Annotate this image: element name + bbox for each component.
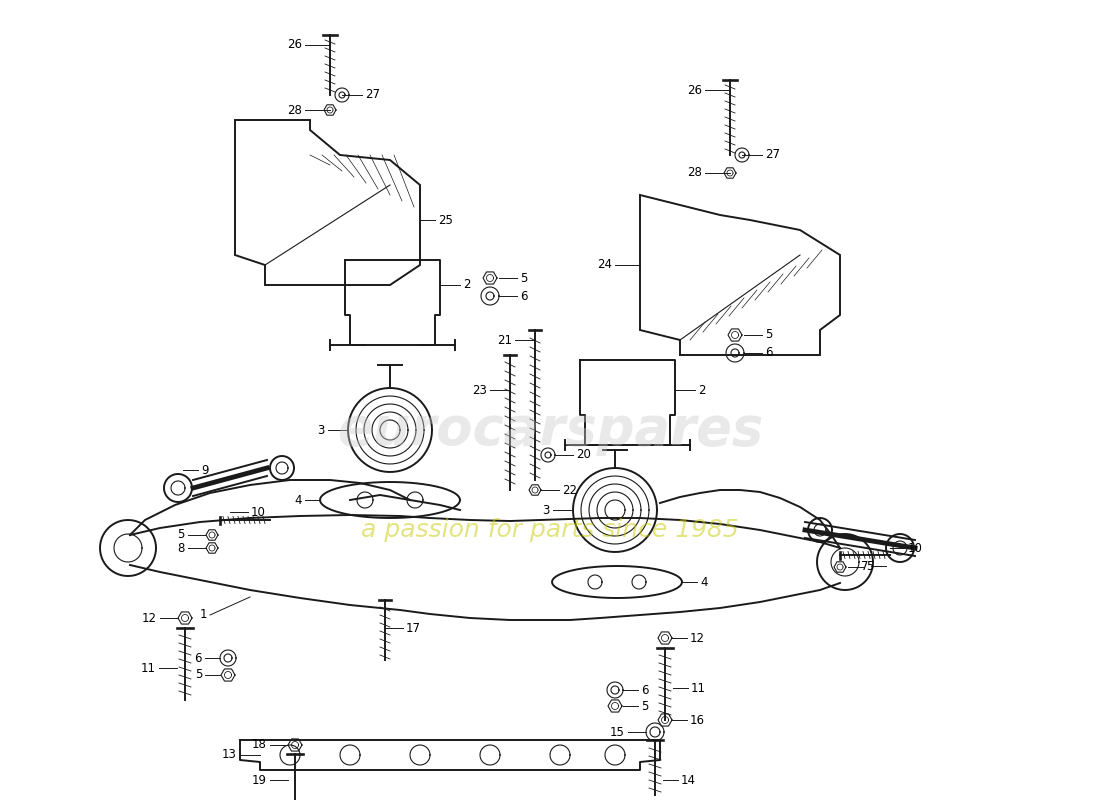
Text: 6: 6	[764, 346, 772, 359]
Text: 6: 6	[520, 290, 528, 302]
Text: 10: 10	[908, 542, 923, 554]
Text: 13: 13	[222, 749, 236, 762]
Text: 26: 26	[287, 38, 303, 51]
Text: 5: 5	[866, 561, 873, 574]
Text: 6: 6	[641, 683, 649, 697]
Text: 12: 12	[690, 631, 705, 645]
Text: 12: 12	[142, 611, 157, 625]
Text: 22: 22	[562, 483, 578, 497]
Text: a passion for parts since 1985: a passion for parts since 1985	[361, 518, 739, 542]
Text: 16: 16	[690, 714, 705, 726]
Text: 8: 8	[177, 542, 185, 554]
Text: 5: 5	[195, 669, 202, 682]
Text: 27: 27	[764, 149, 780, 162]
Text: 5: 5	[177, 529, 185, 542]
Text: 11: 11	[691, 682, 706, 694]
Text: 28: 28	[688, 166, 702, 179]
Text: 27: 27	[365, 89, 380, 102]
Text: 23: 23	[472, 383, 487, 397]
Text: 4: 4	[700, 575, 707, 589]
Text: 26: 26	[688, 83, 702, 97]
Text: 20: 20	[576, 449, 591, 462]
Text: 28: 28	[287, 103, 303, 117]
Text: 24: 24	[597, 258, 612, 271]
Text: 15: 15	[610, 726, 625, 738]
Text: 14: 14	[681, 774, 696, 786]
Text: 4: 4	[295, 494, 302, 506]
Text: 21: 21	[497, 334, 512, 346]
Text: 2: 2	[463, 278, 471, 291]
Text: 11: 11	[141, 662, 156, 674]
Text: 6: 6	[195, 651, 202, 665]
Text: eurocarspares: eurocarspares	[337, 404, 763, 456]
Text: 17: 17	[406, 622, 421, 634]
Text: 7: 7	[860, 559, 868, 573]
Text: 5: 5	[641, 699, 648, 713]
Text: 25: 25	[438, 214, 453, 226]
Text: 19: 19	[252, 774, 267, 786]
Text: 2: 2	[698, 383, 705, 397]
Text: 5: 5	[520, 271, 527, 285]
Text: 3: 3	[542, 503, 550, 517]
Text: 18: 18	[252, 738, 267, 751]
Text: 3: 3	[318, 423, 324, 437]
Text: 5: 5	[764, 329, 772, 342]
Text: 1: 1	[199, 609, 207, 622]
Text: 9: 9	[201, 463, 209, 477]
Text: 10: 10	[251, 506, 266, 518]
